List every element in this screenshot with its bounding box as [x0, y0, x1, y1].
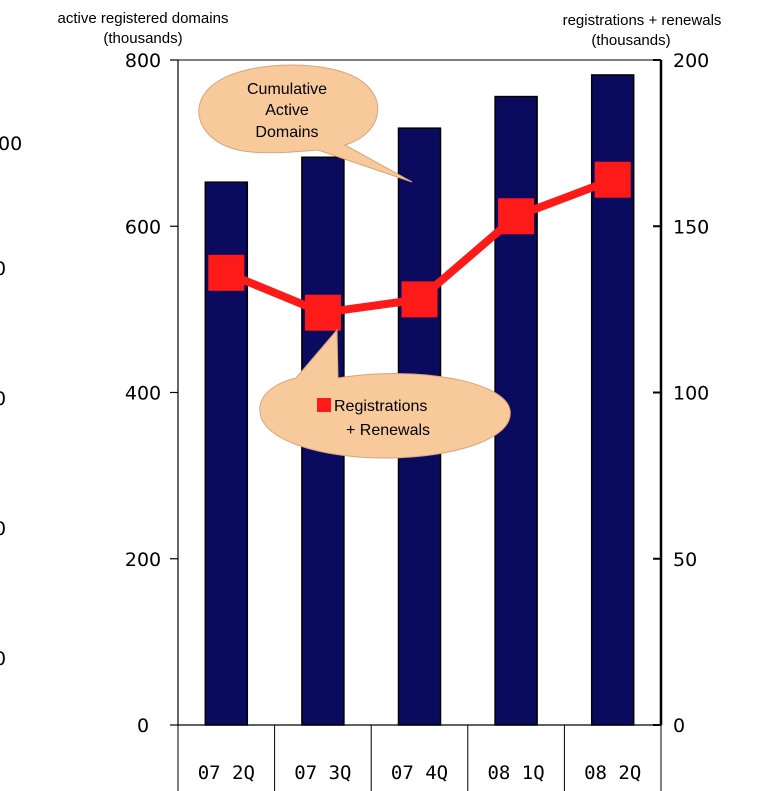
right-tick-label: 50	[673, 549, 697, 571]
line-series	[208, 161, 631, 331]
category-label: 07 3Q	[294, 762, 351, 784]
left-edge-fragment: 0	[0, 388, 6, 410]
left-tick-label: 800	[125, 50, 161, 72]
line-marker	[401, 281, 438, 318]
left-tick-label: 200	[125, 549, 161, 571]
line-marker	[594, 161, 631, 198]
line-callout-line: + Renewals	[346, 422, 430, 439]
left-axis-title-line1: active registered domains	[58, 10, 229, 27]
right-axis-title-line2: (thousands)	[591, 32, 670, 49]
line-callout: Registrations + Renewals	[259, 328, 511, 459]
bar-callout-line: Cumulative	[247, 81, 327, 98]
legend-marker	[317, 398, 331, 412]
right-tick-label: 100	[673, 383, 709, 405]
left-edge-fragment: 0	[0, 648, 6, 670]
right-tick-label: 200	[673, 50, 709, 72]
category-label: 07 4Q	[391, 762, 448, 784]
right-tick-label: 0	[673, 715, 685, 737]
category-label: 08 2Q	[584, 762, 641, 784]
line-marker	[498, 198, 535, 235]
category-axis: 07 2Q 07 3Q 07 4Q 08 1Q 08 2Q	[177, 724, 662, 791]
right-axis-title-line1: registrations + renewals	[563, 12, 722, 29]
bar-callout-line: Active	[265, 102, 309, 119]
line-marker	[304, 294, 341, 331]
bar-callout: Cumulative Active Domains	[198, 64, 413, 183]
left-edge-fragment: 0	[0, 518, 6, 540]
left-edge-fragment: 00	[0, 133, 22, 155]
bar-callout-line: Domains	[255, 124, 318, 141]
left-tick-label: 400	[125, 383, 161, 405]
left-tick-label: 600	[125, 216, 161, 238]
category-label: 07 2Q	[198, 762, 255, 784]
right-tick-label: 150	[673, 216, 709, 238]
left-edge-fragment: 0	[0, 258, 6, 280]
category-label: 08 1Q	[487, 762, 544, 784]
line-callout-line: Registrations	[334, 398, 427, 415]
left-tick-label: 0	[137, 715, 149, 737]
left-axis-title-line2: (thousands)	[103, 30, 182, 47]
line-marker	[208, 254, 245, 291]
